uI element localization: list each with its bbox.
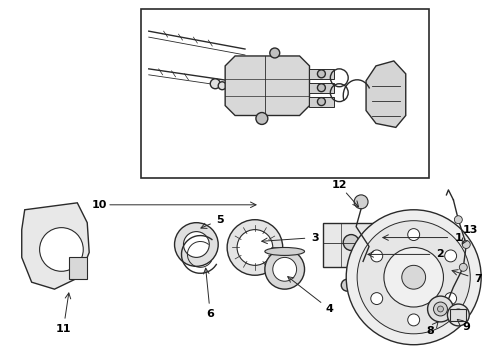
Bar (141, 9, 429, 178)
Circle shape (452, 309, 465, 321)
Circle shape (402, 265, 426, 289)
Ellipse shape (265, 247, 305, 255)
Text: 10: 10 (92, 200, 107, 210)
Text: 13: 13 (463, 225, 478, 235)
Circle shape (218, 82, 226, 90)
Text: 1: 1 (454, 233, 462, 243)
Circle shape (351, 281, 359, 289)
Circle shape (318, 98, 325, 105)
Text: 11: 11 (56, 324, 71, 334)
Text: 2: 2 (437, 249, 444, 260)
Circle shape (428, 296, 453, 322)
Circle shape (174, 223, 218, 266)
Circle shape (445, 293, 457, 305)
Polygon shape (310, 83, 334, 93)
Bar (70, 257, 87, 279)
Text: 8: 8 (427, 326, 435, 336)
Circle shape (256, 113, 268, 125)
Circle shape (434, 302, 447, 316)
Circle shape (371, 293, 383, 305)
Circle shape (384, 247, 443, 307)
Circle shape (408, 229, 419, 240)
Circle shape (227, 220, 283, 275)
Circle shape (462, 240, 470, 248)
Text: 6: 6 (206, 309, 214, 319)
Circle shape (438, 306, 443, 312)
Circle shape (354, 195, 368, 209)
Circle shape (445, 250, 457, 262)
Circle shape (183, 231, 209, 257)
Text: 7: 7 (474, 274, 482, 284)
Circle shape (341, 279, 353, 291)
Polygon shape (366, 61, 406, 127)
Circle shape (40, 228, 83, 271)
Circle shape (210, 79, 220, 89)
Circle shape (459, 264, 467, 271)
Circle shape (371, 250, 383, 262)
Text: 12: 12 (332, 180, 347, 190)
Text: 9: 9 (463, 322, 470, 332)
Circle shape (346, 210, 481, 345)
Polygon shape (310, 96, 334, 107)
Circle shape (447, 304, 469, 326)
Bar (323, 223, 379, 267)
Circle shape (318, 70, 325, 78)
Text: 3: 3 (312, 233, 319, 243)
Circle shape (318, 84, 325, 92)
Circle shape (273, 257, 296, 281)
Circle shape (454, 216, 462, 224)
Circle shape (237, 230, 273, 265)
Circle shape (265, 249, 305, 289)
Bar (450, 309, 466, 321)
Polygon shape (310, 69, 334, 79)
Circle shape (357, 221, 470, 334)
Polygon shape (22, 203, 89, 289)
Polygon shape (225, 56, 310, 116)
Circle shape (343, 235, 359, 251)
Text: 5: 5 (217, 215, 224, 225)
Circle shape (408, 314, 419, 326)
Circle shape (270, 48, 280, 58)
Text: 4: 4 (325, 304, 333, 314)
